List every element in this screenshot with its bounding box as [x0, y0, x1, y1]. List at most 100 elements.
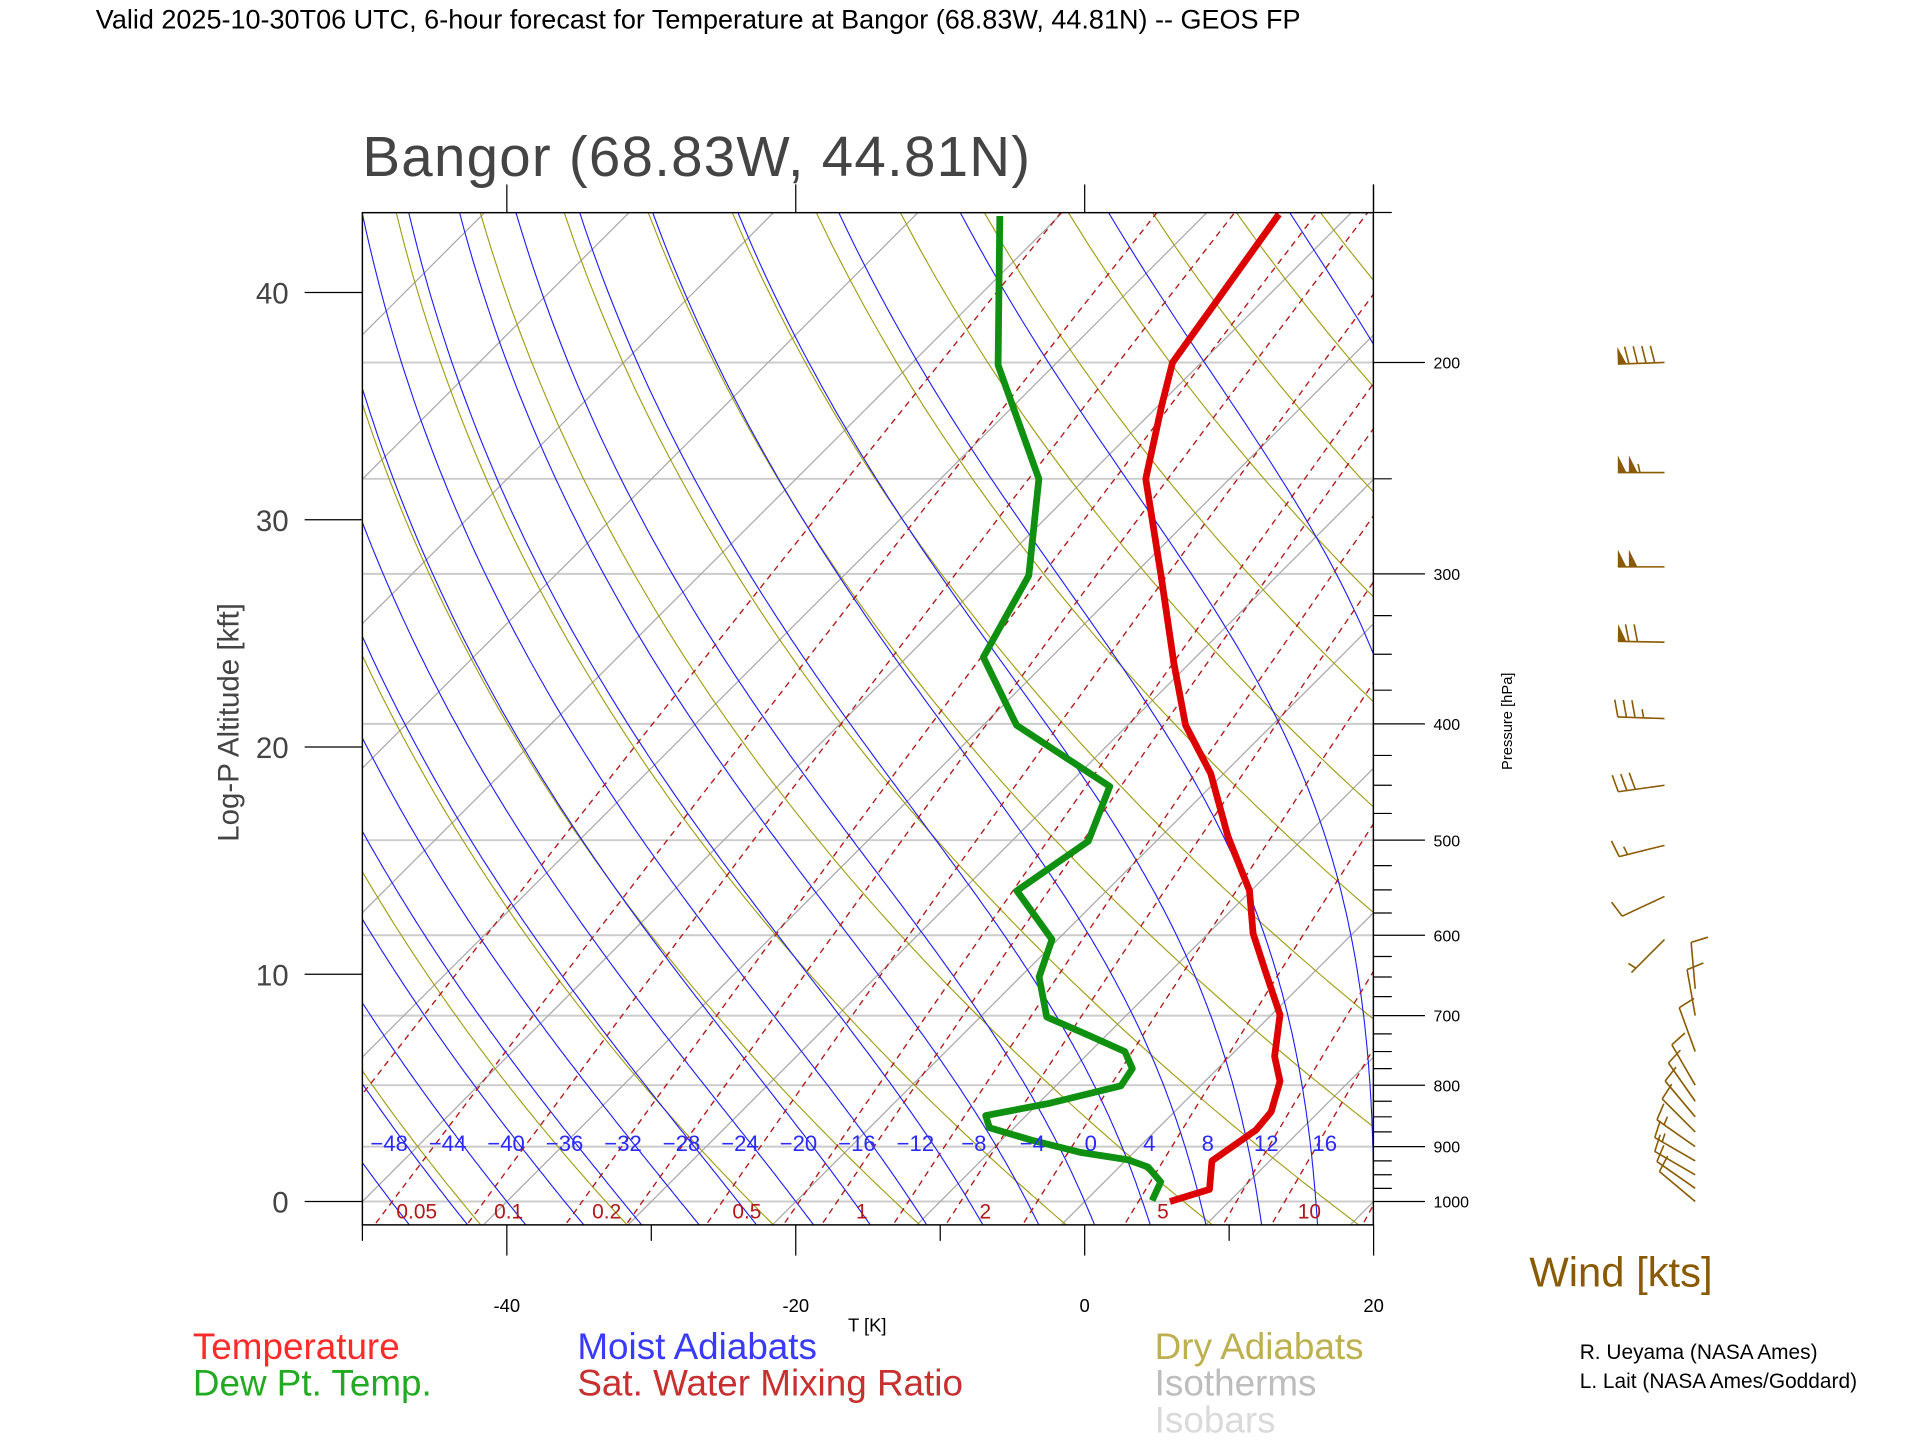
pressure-tick-label: 700	[1434, 1009, 1461, 1026]
wind-barb	[1690, 936, 1709, 989]
dry-adiabat-line	[1788, 177, 1920, 1232]
legend-isobars: Isobars	[1155, 1399, 1276, 1440]
mixing-ratio-label: 5	[1157, 1201, 1169, 1224]
isotherm-line	[1349, 1200, 1374, 1225]
moist-adiabat-line	[362, 918, 585, 1225]
moist-adiabat-line	[0, 177, 358, 1235]
plot-frame	[361, 211, 1375, 1226]
legend-dry-adiabats: Dry Adiabats	[1155, 1326, 1364, 1367]
pressure-tick-label: 600	[1434, 928, 1461, 945]
temperature-line	[1142, 212, 1284, 1205]
mixing-ratio-line	[1270, 1047, 1374, 1225]
moist-adiabat-line	[838, 212, 1319, 1225]
mixing-ratio-label: 10	[1298, 1201, 1321, 1224]
wind-barb-feather	[1654, 1134, 1661, 1152]
wind-barb-half-feather	[1641, 709, 1645, 719]
dry-adiabat-line	[0, 177, 340, 1232]
wind-barb	[1610, 840, 1665, 858]
wind-barb-feather	[1656, 1103, 1665, 1121]
wind-barb-staff	[1658, 1170, 1696, 1203]
wind-barb-staff	[1661, 1098, 1696, 1133]
wind-barb-staff	[1617, 716, 1665, 720]
wind-barbs	[1610, 345, 1709, 1203]
wind-barb-feather	[1610, 840, 1620, 858]
wind-barb	[1656, 1103, 1696, 1148]
mixing-ratio-line	[1123, 822, 1374, 1225]
dry-adiabat-line	[362, 402, 921, 1225]
isotherm-line	[0, 177, 376, 1232]
isotherm-label: −32	[604, 1131, 642, 1156]
wind-barb-feather	[1661, 1083, 1673, 1100]
dry-adiabat-line	[983, 212, 1374, 703]
isotherm-line	[916, 767, 1374, 1225]
isotherm-line	[0, 177, 232, 1232]
mixing-ratio-line	[705, 293, 1374, 1225]
wind-barb	[1617, 455, 1665, 474]
isotherm-label: −4	[1020, 1131, 1045, 1156]
wind-barb	[1671, 1032, 1696, 1086]
wind-barb-feather	[1656, 1145, 1665, 1162]
dry-adiabat-line	[563, 212, 1360, 1225]
wind-barb-staff	[1656, 1160, 1696, 1189]
isotherm-line	[0, 177, 87, 1232]
wind-barb-feather	[1611, 774, 1620, 793]
wind-barb-staff	[1618, 784, 1665, 793]
wind-barb-feather	[1624, 624, 1630, 642]
isotherm-label: −28	[663, 1131, 701, 1156]
mixing-ratio-line	[362, 212, 1062, 1096]
pressure-tick-label: 400	[1434, 717, 1461, 734]
temperature-tick-label: -20	[782, 1295, 809, 1316]
wind-barb-feather	[1631, 700, 1636, 718]
isotherm-label: 8	[1202, 1131, 1214, 1156]
wind-barb-feather	[1622, 699, 1628, 718]
moist-adiabat-line	[408, 212, 984, 1225]
wind-barb-feather	[1678, 997, 1695, 1009]
moist-adiabat-line	[0, 177, 300, 1235]
wind-barb-feather	[1623, 346, 1630, 364]
mixing-ratio-label: 1	[856, 1201, 868, 1224]
wind-barb-feather	[1641, 345, 1647, 364]
pressure-tick-label: 800	[1434, 1078, 1461, 1095]
wind-barb-half-feather	[1622, 846, 1629, 855]
wind-barb-feather	[1686, 962, 1704, 971]
dry-adiabat-line	[1319, 212, 1374, 282]
dry-adiabat-line	[1623, 177, 1920, 1232]
moist-adiabat-line	[0, 177, 241, 1235]
altitude-tick-label: 10	[256, 959, 289, 992]
legend: Temperature Dew Pt. Temp. Moist Adiabats…	[193, 1326, 1364, 1440]
wind-barb	[1654, 1120, 1696, 1162]
wind-barb-feather	[1671, 1032, 1686, 1046]
isotherm-label: −36	[546, 1131, 584, 1156]
legend-isotherms: Isotherms	[1155, 1363, 1317, 1404]
wind-barb-staff	[1619, 844, 1665, 858]
dewpoint-line	[979, 215, 1165, 1202]
wind-barb-staff	[1678, 1007, 1696, 1052]
moist-adiabat-line	[362, 1001, 527, 1225]
dry-adiabat-line	[0, 177, 46, 1232]
background-grid	[0, 177, 1920, 1235]
dry-adiabat-line	[362, 1069, 482, 1225]
mixing-ratio-label: 0.05	[396, 1201, 437, 1224]
moist-adiabat-line	[459, 212, 1040, 1225]
mixing-ratio-line	[373, 212, 1158, 1225]
isotherm-label: 4	[1143, 1131, 1155, 1156]
temperature-tick-label: 0	[1080, 1295, 1090, 1316]
wind-barb-pennant	[1617, 455, 1627, 473]
isotherm-line	[362, 212, 1064, 914]
pressure-tick-label: 200	[1434, 356, 1461, 373]
temperature-tick-label: -40	[494, 1295, 521, 1316]
dry-adiabat-line	[362, 870, 628, 1225]
wind-barb	[1654, 1134, 1696, 1176]
dry-adiabat-line	[899, 212, 1374, 808]
wind-barb-pennant	[1617, 346, 1627, 365]
wind-barb-staff	[1656, 1119, 1696, 1148]
wind-barb	[1617, 624, 1665, 643]
mixing-ratio-line	[820, 427, 1374, 1225]
wind-barb	[1617, 549, 1665, 568]
wind-barb-feather	[1649, 345, 1656, 364]
isotherm-label: −40	[487, 1131, 525, 1156]
altitude-tick-label: 40	[256, 278, 289, 311]
legend-moist-adiabats: Moist Adiabats	[577, 1326, 817, 1367]
moist-adiabat-line	[737, 212, 1263, 1225]
wind-barb-staff	[1671, 1044, 1696, 1086]
